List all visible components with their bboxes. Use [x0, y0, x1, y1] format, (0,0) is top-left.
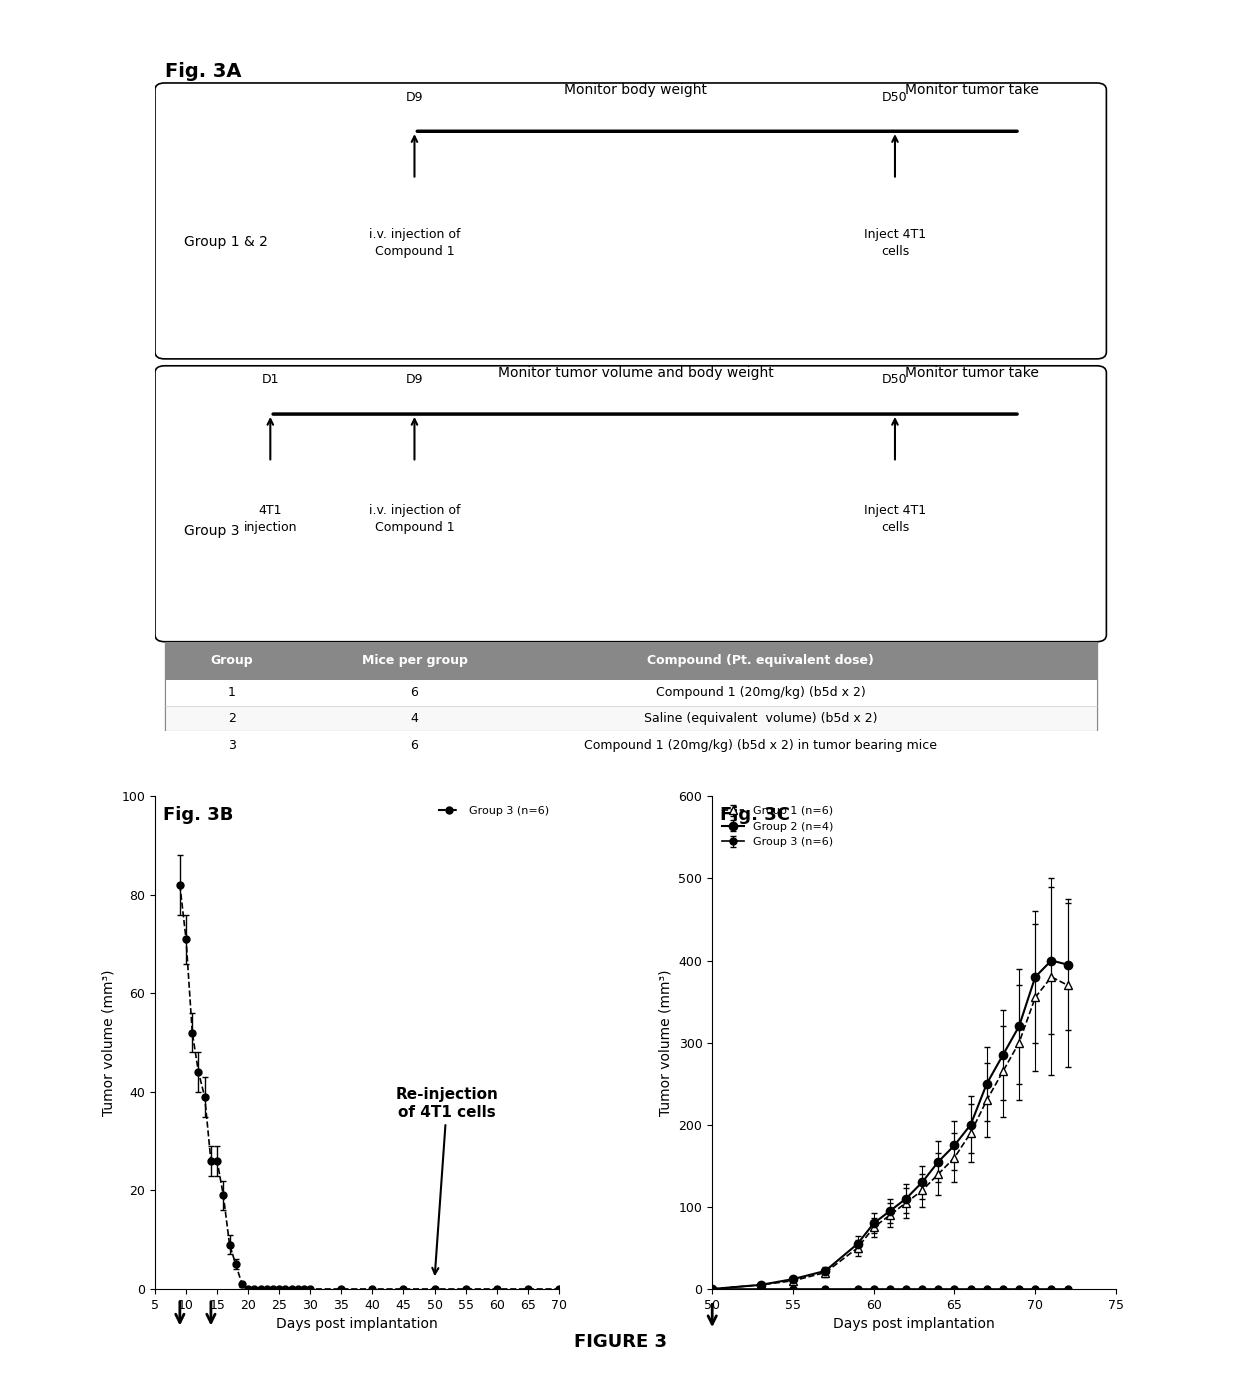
Text: Fig. 3A: Fig. 3A [165, 62, 241, 82]
Text: 2: 2 [228, 712, 236, 725]
Bar [165, 642, 1096, 679]
Text: 6: 6 [410, 686, 418, 700]
Legend: Group 1 (n=6), Group 2 (n=4), Group 3 (n=6): Group 1 (n=6), Group 2 (n=4), Group 3 (n… [718, 802, 838, 852]
Text: Saline (equivalent  volume) (b5d x 2): Saline (equivalent volume) (b5d x 2) [644, 712, 877, 725]
X-axis label: Days post implantation: Days post implantation [277, 1317, 438, 1332]
Text: Re-injection
of 4T1 cells: Re-injection of 4T1 cells [396, 1087, 498, 1274]
Text: 4T1
injection: 4T1 injection [243, 503, 298, 534]
Text: Mice per group: Mice per group [362, 654, 467, 667]
Text: 3: 3 [228, 739, 236, 751]
Bar [165, 732, 1096, 758]
Text: D9: D9 [405, 90, 423, 104]
Bar [165, 679, 1096, 705]
Text: i.v. injection of
Compound 1: i.v. injection of Compound 1 [368, 227, 460, 258]
Legend: Group 3 (n=6): Group 3 (n=6) [433, 802, 553, 821]
Text: Group 1 & 2: Group 1 & 2 [184, 234, 268, 248]
Text: Fig. 3B: Fig. 3B [164, 807, 233, 825]
Bar [165, 705, 1096, 732]
Text: 6: 6 [410, 739, 418, 751]
Text: Fig. 3C: Fig. 3C [720, 807, 790, 825]
Text: Group: Group [211, 654, 253, 667]
Text: Inject 4T1
cells: Inject 4T1 cells [864, 503, 926, 534]
Text: i.v. injection of
Compound 1: i.v. injection of Compound 1 [368, 503, 460, 534]
Text: Inject 4T1
cells: Inject 4T1 cells [864, 227, 926, 258]
Text: Monitor tumor take: Monitor tumor take [905, 366, 1039, 380]
Text: Monitor body weight: Monitor body weight [564, 83, 707, 97]
Text: FIGURE 3: FIGURE 3 [573, 1333, 667, 1351]
Text: D50: D50 [882, 90, 908, 104]
Text: Group 3: Group 3 [184, 524, 239, 538]
X-axis label: Days post implantation: Days post implantation [833, 1317, 994, 1332]
Text: Compound 1 (20mg/kg) (b5d x 2) in tumor bearing mice: Compound 1 (20mg/kg) (b5d x 2) in tumor … [584, 739, 937, 751]
FancyBboxPatch shape [155, 83, 1106, 359]
Text: Compound (Pt. equivalent dose): Compound (Pt. equivalent dose) [647, 654, 874, 667]
Text: D9: D9 [405, 373, 423, 387]
Text: Monitor tumor volume and body weight: Monitor tumor volume and body weight [497, 366, 774, 380]
Text: 4: 4 [410, 712, 418, 725]
Text: Monitor tumor take: Monitor tumor take [905, 83, 1039, 97]
Text: Compound 1 (20mg/kg) (b5d x 2): Compound 1 (20mg/kg) (b5d x 2) [656, 686, 866, 700]
Y-axis label: Tumor volume (mm³): Tumor volume (mm³) [102, 969, 115, 1116]
Y-axis label: Tumor volume (mm³): Tumor volume (mm³) [658, 969, 673, 1116]
Text: D50: D50 [882, 373, 908, 387]
Text: 1: 1 [228, 686, 236, 700]
Text: D1: D1 [262, 373, 279, 387]
FancyBboxPatch shape [155, 366, 1106, 642]
FancyBboxPatch shape [165, 642, 1096, 732]
